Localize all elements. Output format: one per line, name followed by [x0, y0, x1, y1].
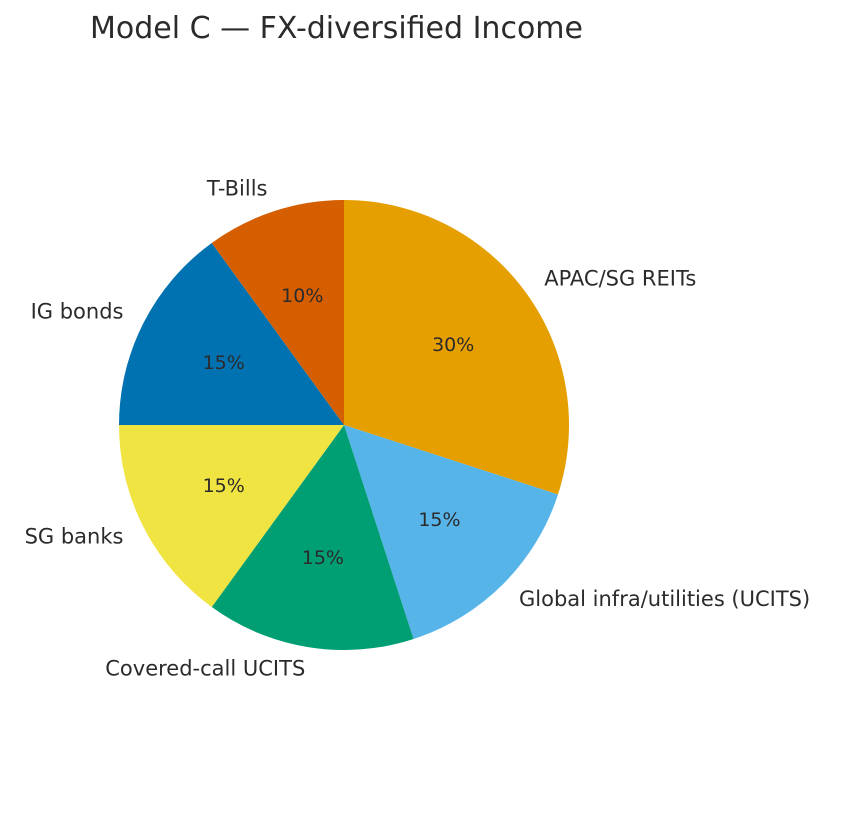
- chart-title: Model C — FX-diversified Income: [90, 11, 583, 46]
- slice-label: T-Bills: [206, 177, 268, 201]
- pie-labels: APAC/SG REITs 30% Global infra/utilities (…: [25, 177, 811, 681]
- slice-percent-label: 15%: [418, 509, 460, 531]
- slice-percent-label: 15%: [203, 352, 245, 374]
- pie-slices: [119, 200, 569, 651]
- slice-label: IG bonds: [31, 300, 124, 324]
- slice-percent-label: 15%: [203, 475, 245, 497]
- pie-slice: [119, 425, 344, 608]
- pie-slice: [119, 242, 344, 425]
- slice-percent-label: 10%: [281, 285, 323, 307]
- pie-slice: [344, 200, 569, 495]
- pie-slice: [211, 425, 414, 651]
- slice-label: APAC/SG REITs: [544, 267, 696, 291]
- slice-percent-label: 30%: [432, 334, 474, 356]
- slice-label: SG banks: [25, 524, 124, 548]
- slice-label: Covered-call UCITS: [105, 656, 305, 680]
- slice-percent-label: 15%: [302, 547, 344, 569]
- pie-slice: [211, 200, 344, 425]
- pie-slice: [344, 425, 558, 639]
- slice-label: Global infra/utilities (UCITS): [519, 587, 810, 611]
